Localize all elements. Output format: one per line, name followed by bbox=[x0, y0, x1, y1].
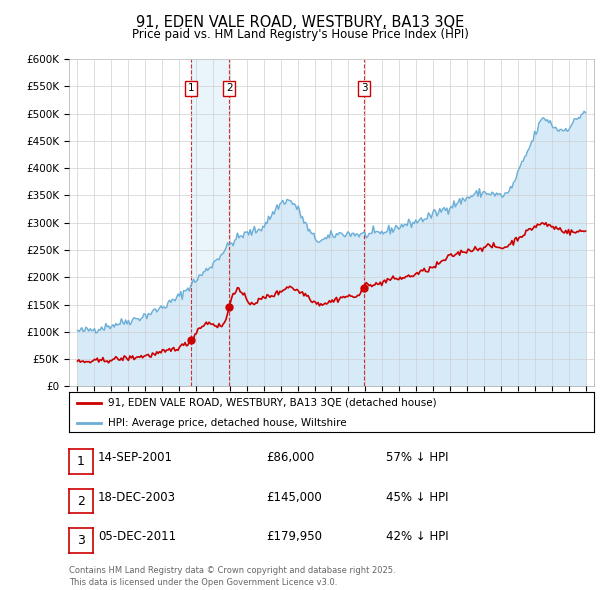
Text: 18-DEC-2003: 18-DEC-2003 bbox=[98, 490, 176, 504]
Text: 1: 1 bbox=[77, 455, 85, 468]
Text: 3: 3 bbox=[361, 83, 367, 93]
Text: 14-SEP-2001: 14-SEP-2001 bbox=[98, 451, 173, 464]
Text: 91, EDEN VALE ROAD, WESTBURY, BA13 3QE (detached house): 91, EDEN VALE ROAD, WESTBURY, BA13 3QE (… bbox=[109, 398, 437, 408]
Text: 3: 3 bbox=[77, 534, 85, 547]
Text: Contains HM Land Registry data © Crown copyright and database right 2025.
This d: Contains HM Land Registry data © Crown c… bbox=[69, 566, 395, 587]
Text: £179,950: £179,950 bbox=[266, 530, 322, 543]
Text: 1: 1 bbox=[188, 83, 194, 93]
Text: 05-DEC-2011: 05-DEC-2011 bbox=[98, 530, 176, 543]
Text: Price paid vs. HM Land Registry's House Price Index (HPI): Price paid vs. HM Land Registry's House … bbox=[131, 28, 469, 41]
Text: £86,000: £86,000 bbox=[266, 451, 314, 464]
Bar bbox=[191, 59, 229, 386]
Text: 57% ↓ HPI: 57% ↓ HPI bbox=[386, 451, 448, 464]
Text: HPI: Average price, detached house, Wiltshire: HPI: Average price, detached house, Wilt… bbox=[109, 418, 347, 428]
Text: 42% ↓ HPI: 42% ↓ HPI bbox=[386, 530, 448, 543]
Text: 2: 2 bbox=[77, 494, 85, 507]
Text: £145,000: £145,000 bbox=[266, 490, 322, 504]
Text: 2: 2 bbox=[226, 83, 233, 93]
Text: 91, EDEN VALE ROAD, WESTBURY, BA13 3QE: 91, EDEN VALE ROAD, WESTBURY, BA13 3QE bbox=[136, 15, 464, 30]
Text: 45% ↓ HPI: 45% ↓ HPI bbox=[386, 490, 448, 504]
